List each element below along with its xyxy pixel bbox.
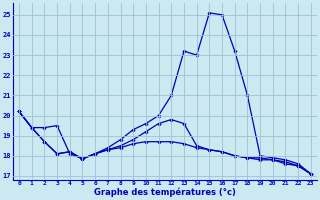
X-axis label: Graphe des températures (°c): Graphe des températures (°c) <box>94 188 236 197</box>
